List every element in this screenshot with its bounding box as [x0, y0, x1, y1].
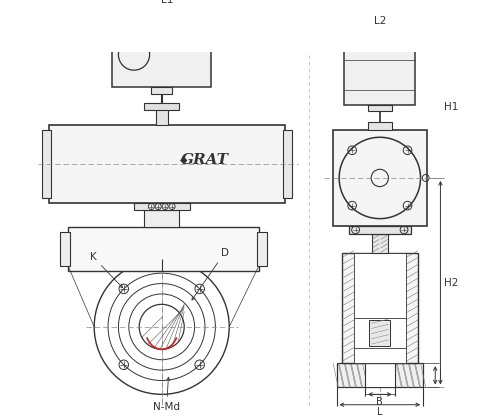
Bar — [144, 103, 179, 110]
Bar — [152, 87, 172, 94]
Bar — [354, 253, 406, 363]
Bar — [156, 106, 168, 125]
Bar — [342, 253, 418, 363]
Bar — [336, 363, 423, 387]
Bar — [283, 130, 292, 198]
Bar — [365, 363, 394, 387]
Bar — [49, 125, 284, 203]
Bar — [68, 227, 258, 270]
Bar — [112, 22, 211, 87]
Bar — [144, 210, 179, 227]
Text: I: I — [438, 370, 442, 380]
Bar — [368, 105, 392, 111]
Bar — [368, 122, 392, 130]
Bar — [140, 13, 184, 22]
Text: ◆: ◆ — [180, 155, 188, 165]
Bar — [348, 226, 411, 234]
Text: L: L — [377, 407, 382, 417]
Text: N-Md: N-Md — [153, 377, 180, 412]
Text: B: B — [376, 397, 383, 407]
Bar — [370, 320, 390, 346]
Text: GRAT: GRAT — [181, 153, 229, 167]
Text: H2: H2 — [444, 278, 458, 288]
Bar — [333, 130, 426, 226]
Text: D: D — [192, 248, 228, 300]
Bar — [344, 45, 416, 105]
Text: L2: L2 — [374, 15, 386, 25]
Bar — [257, 232, 268, 266]
Text: L1: L1 — [160, 0, 173, 5]
Text: H1: H1 — [444, 102, 458, 112]
Bar — [60, 232, 70, 266]
Bar — [42, 130, 51, 198]
Bar — [361, 36, 399, 45]
Text: K: K — [90, 252, 122, 288]
Bar — [372, 234, 388, 253]
Bar — [134, 203, 190, 210]
